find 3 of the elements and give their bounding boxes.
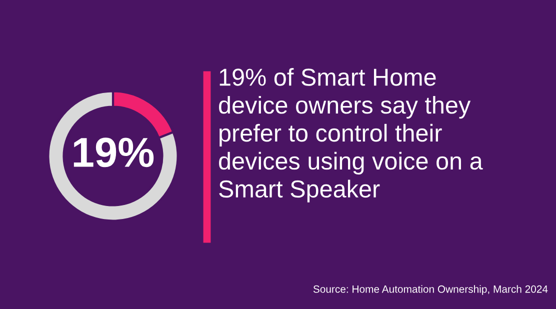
- text: 19% of Smart Home device owners say they prefer to control their devices using voice on a Smart Speaker: [219, 68, 483, 202]
- source-note: Source: Home Automation Ownership, March 2024: [313, 285, 548, 295]
- data-label: 19%: [74, 138, 154, 168]
